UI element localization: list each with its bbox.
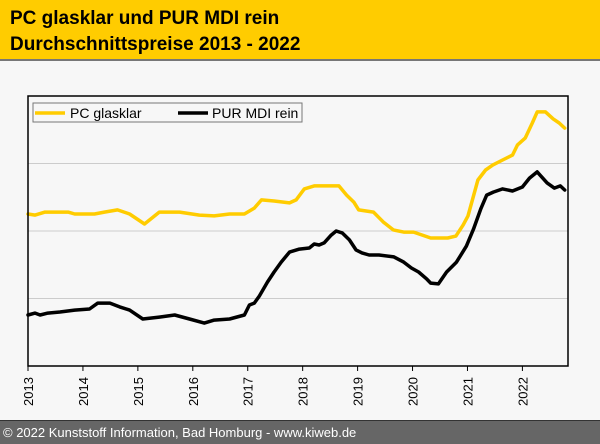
series-lines xyxy=(26,110,567,325)
series-line-pur-mdi-rein xyxy=(26,170,567,325)
x-tick-label-2015: 2015 xyxy=(131,377,146,406)
x-tick-label-2022: 2022 xyxy=(515,377,530,406)
series-line-pc-glasklar xyxy=(26,110,567,240)
x-tick-label-2020: 2020 xyxy=(406,377,421,406)
chart-title-line1: PC glasklar und PUR MDI rein xyxy=(10,8,280,29)
gridlines xyxy=(28,163,568,299)
line-chart: 2013 2014 2015 2016 2017 2018 2019 2020 2021 2022… xyxy=(21,95,569,406)
x-tick-label-2013: 2013 xyxy=(21,377,36,406)
chart-header: PC glasklar und PUR MDI rein Durchschnit… xyxy=(0,0,600,61)
x-tick-label-2019: 2019 xyxy=(351,377,366,406)
legend: PC glasklar PUR MDI rein xyxy=(32,102,303,123)
legend-box xyxy=(32,102,303,123)
x-axis-ticks: 2013 2014 2015 2016 2017 2018 2019 2020 2021 2022 xyxy=(21,366,530,406)
x-tick-label-2018: 2018 xyxy=(296,377,311,406)
copyright-text: © 2022 Kunststoff Information, Bad Hombu… xyxy=(3,425,357,440)
chart-title-line2: Durchschnittspreise 2013 - 2022 xyxy=(10,34,301,55)
plot-frame xyxy=(27,95,569,367)
legend-label-pc: PC glasklar xyxy=(70,105,142,121)
x-tick-label-2021: 2021 xyxy=(460,377,475,406)
x-tick-label-2014: 2014 xyxy=(76,377,91,406)
legend-label-pur: PUR MDI rein xyxy=(212,105,298,121)
footer: © 2022 Kunststoff Information, Bad Hombu… xyxy=(0,420,600,444)
x-tick-label-2016: 2016 xyxy=(186,377,201,406)
x-tick-label-2017: 2017 xyxy=(241,377,256,406)
